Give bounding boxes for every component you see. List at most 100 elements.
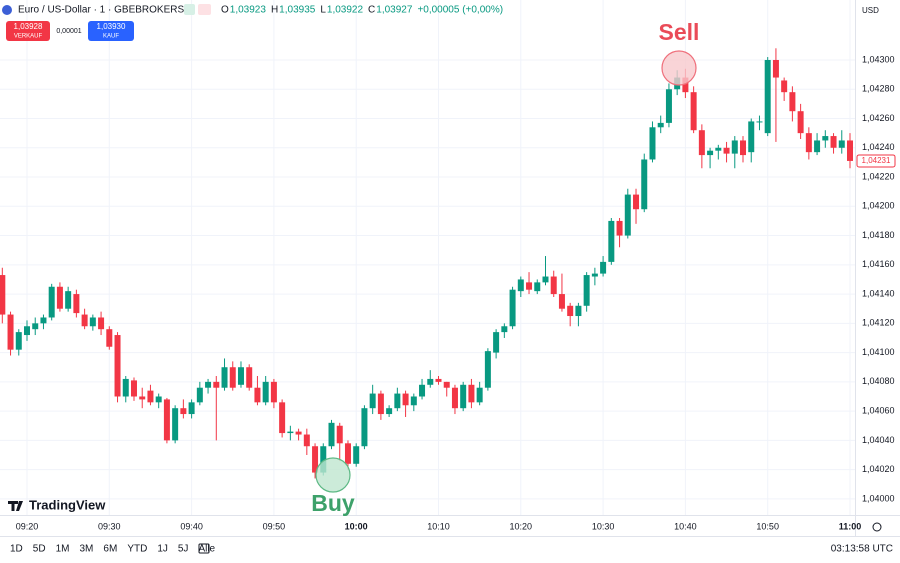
status-green xyxy=(184,4,195,15)
candle-body xyxy=(279,402,286,434)
candle-body xyxy=(707,150,714,156)
last-price-label: 1,04231 xyxy=(862,156,891,165)
candle-body xyxy=(56,286,63,309)
y-tick-label: 1,04140 xyxy=(862,288,895,298)
sell-button[interactable] xyxy=(6,21,50,41)
candle-body xyxy=(320,446,327,473)
candle-body xyxy=(205,381,212,388)
candle-body xyxy=(48,286,55,318)
buy-marker xyxy=(315,457,351,493)
candle-body xyxy=(847,140,853,161)
settings-icon[interactable] xyxy=(872,522,882,532)
ohlc-change: +0,00005 (+0,00%) xyxy=(417,5,503,16)
currency: USD xyxy=(862,6,879,15)
sell-marker xyxy=(661,50,697,86)
candle-body xyxy=(600,261,607,274)
candle-body xyxy=(616,220,623,236)
candle-body xyxy=(377,393,384,415)
candle-body xyxy=(172,408,179,441)
spread: 0,00001 xyxy=(56,28,81,35)
candle-body xyxy=(295,431,302,435)
candle-body xyxy=(180,408,187,415)
candle-body xyxy=(608,220,615,262)
currency-box[interactable] xyxy=(857,3,897,18)
y-tick-label: 1,04020 xyxy=(862,464,895,474)
candle-body xyxy=(838,140,845,148)
candle-body xyxy=(402,393,409,406)
x-tick-label: 10:50 xyxy=(756,521,779,531)
x-tick-label: 10:10 xyxy=(427,521,450,531)
timeframe-button[interactable]: 5J xyxy=(178,544,189,555)
candle-body xyxy=(328,422,335,447)
candle-body xyxy=(163,399,170,441)
sell-label: VERKAUF xyxy=(14,34,43,40)
y-tick-label: 1,04280 xyxy=(862,84,895,94)
timeframe-button[interactable]: 3M xyxy=(80,544,94,555)
ohlc-key: H xyxy=(271,5,278,16)
candle-body xyxy=(303,434,310,447)
candle-body xyxy=(213,381,220,388)
timeframe-button[interactable]: 1D xyxy=(10,544,23,555)
candle-body xyxy=(509,289,516,327)
x-tick-label: 09:20 xyxy=(16,521,39,531)
candle-body xyxy=(15,332,22,350)
candle-body xyxy=(624,194,631,236)
candle-body xyxy=(353,446,360,464)
candle-body xyxy=(567,305,574,317)
candle-body xyxy=(715,147,722,151)
candle-body xyxy=(542,276,549,283)
candle-body xyxy=(550,276,557,295)
timeframe-button[interactable]: 6M xyxy=(103,544,117,555)
candle-body xyxy=(501,326,508,333)
candle-body xyxy=(723,147,730,154)
candle-body xyxy=(814,140,821,153)
sell-annotation: Sell xyxy=(659,19,700,45)
candle-body xyxy=(822,136,829,141)
candle-body xyxy=(435,378,442,382)
candle-body xyxy=(361,408,368,447)
candle-body xyxy=(344,443,351,464)
timeframe-button[interactable]: 1J xyxy=(157,544,168,555)
candle-body xyxy=(781,80,788,93)
timeframe-button[interactable]: 1M xyxy=(56,544,70,555)
x-tick-label: 09:40 xyxy=(180,521,203,531)
buy-label: KAUF xyxy=(103,34,119,40)
x-tick-label: 10:40 xyxy=(674,521,697,531)
timeframe-button[interactable]: 5D xyxy=(33,544,46,555)
x-tick-label: 10:00 xyxy=(345,521,368,531)
candle-body xyxy=(188,402,195,415)
candle-body xyxy=(740,140,747,156)
candle-body xyxy=(682,77,689,93)
y-tick-label: 1,04300 xyxy=(862,54,895,64)
candle-body xyxy=(81,314,88,327)
calendar-icon[interactable] xyxy=(198,543,210,554)
y-tick-label: 1,04120 xyxy=(862,318,895,328)
symbol-title: Euro / US-Dollar · 1 · GBEBROKERS xyxy=(18,5,184,16)
candle-body xyxy=(254,387,261,403)
y-tick-label: 1,04060 xyxy=(862,405,895,415)
candle-body xyxy=(114,335,121,397)
ohlc-value: 1,03923 xyxy=(230,5,267,16)
buy-button[interactable] xyxy=(88,21,134,41)
x-tick-label: 11:00 xyxy=(839,521,862,531)
candle-body xyxy=(40,317,47,324)
candle-body xyxy=(583,275,590,306)
candle-body xyxy=(764,59,771,134)
candle-body xyxy=(591,273,598,277)
candle-body xyxy=(690,92,697,131)
candle-body xyxy=(665,89,672,123)
timeframe-button[interactable]: YTD xyxy=(127,544,147,555)
status-red xyxy=(198,4,211,15)
candle-body xyxy=(246,367,253,388)
timeframe-button[interactable]: Alle xyxy=(198,544,215,555)
candle-body xyxy=(451,387,458,409)
candle-body xyxy=(386,408,393,415)
candle-body xyxy=(196,387,203,403)
candle-body xyxy=(229,367,236,388)
candle-body xyxy=(789,92,796,112)
candle-body xyxy=(756,121,763,123)
brand: TradingView xyxy=(29,497,106,512)
candle-body xyxy=(394,393,401,409)
candle-body xyxy=(65,291,72,309)
